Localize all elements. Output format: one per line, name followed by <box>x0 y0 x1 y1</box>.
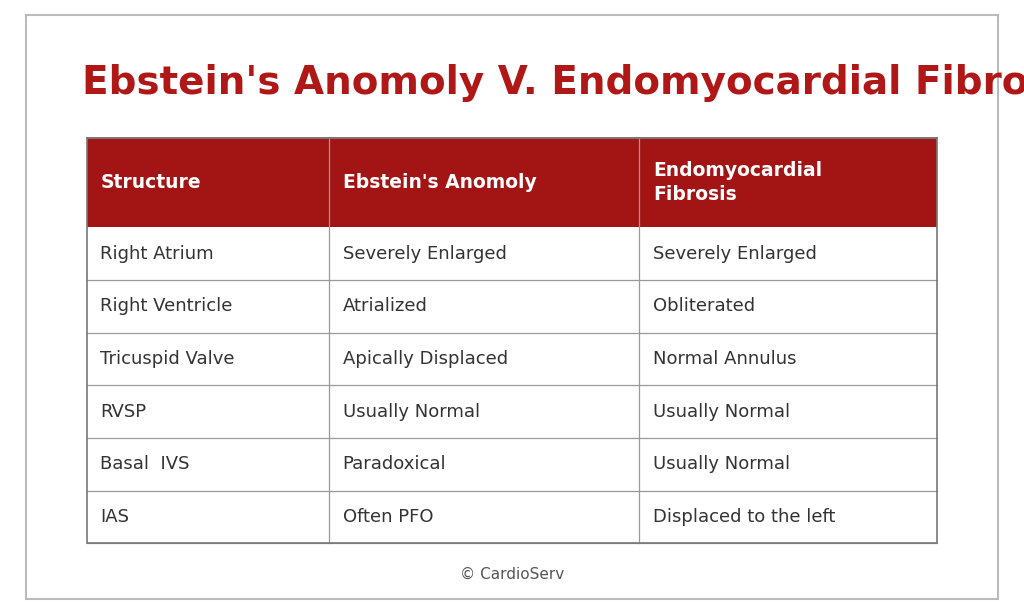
Text: Tricuspid Valve: Tricuspid Valve <box>100 350 234 368</box>
Text: Usually Normal: Usually Normal <box>653 456 790 473</box>
Bar <box>87 438 937 491</box>
Text: Structure: Structure <box>100 173 201 192</box>
Bar <box>87 227 937 280</box>
FancyBboxPatch shape <box>26 15 998 599</box>
Text: Often PFO: Often PFO <box>343 508 433 526</box>
Text: Ebstein's Anomoly: Ebstein's Anomoly <box>343 173 537 192</box>
Text: Displaced to the left: Displaced to the left <box>653 508 836 526</box>
Text: IAS: IAS <box>100 508 129 526</box>
Text: Ebstein's Anomoly V. Endomyocardial Fibrosis: Ebstein's Anomoly V. Endomyocardial Fibr… <box>82 64 1024 102</box>
Text: Apically Displaced: Apically Displaced <box>343 350 508 368</box>
Text: Right Atrium: Right Atrium <box>100 244 214 263</box>
Bar <box>87 138 937 227</box>
Text: Usually Normal: Usually Normal <box>343 403 479 421</box>
Text: Normal Annulus: Normal Annulus <box>653 350 797 368</box>
Text: RVSP: RVSP <box>100 403 146 421</box>
Text: Obliterated: Obliterated <box>653 297 755 315</box>
Text: Paradoxical: Paradoxical <box>343 456 446 473</box>
Text: © CardioServ: © CardioServ <box>460 567 564 581</box>
Bar <box>87 333 937 386</box>
Bar <box>87 491 937 543</box>
Text: Severely Enlarged: Severely Enlarged <box>653 244 817 263</box>
Text: Right Ventricle: Right Ventricle <box>100 297 232 315</box>
Text: Atrialized: Atrialized <box>343 297 427 315</box>
Bar <box>87 138 937 543</box>
Text: Basal  IVS: Basal IVS <box>100 456 189 473</box>
Text: Endomyocardial
Fibrosis: Endomyocardial Fibrosis <box>653 161 822 204</box>
Bar <box>87 280 937 333</box>
Bar <box>87 386 937 438</box>
Text: Severely Enlarged: Severely Enlarged <box>343 244 507 263</box>
Text: Usually Normal: Usually Normal <box>653 403 790 421</box>
